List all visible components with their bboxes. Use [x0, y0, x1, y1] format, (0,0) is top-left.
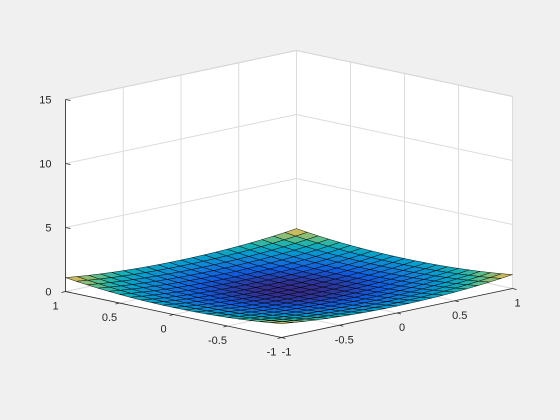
- z-tick: [65, 291, 71, 293]
- y-tick-label: 1: [52, 301, 58, 313]
- y-tick: [169, 314, 174, 316]
- x-tick-label: 0: [399, 322, 405, 334]
- x-tick: [281, 337, 286, 339]
- z-tick-label: 5: [45, 223, 51, 235]
- grid-line-z: [65, 177, 513, 228]
- x-tick: [339, 324, 344, 327]
- x-tick-label: 0.5: [452, 310, 467, 322]
- x-tick: [512, 288, 517, 290]
- x-tick-label: 1: [514, 298, 520, 310]
- y-tick-label: -1: [267, 347, 277, 359]
- z-tick: [65, 163, 71, 165]
- y-tick: [223, 325, 228, 328]
- surface-patch: [270, 321, 294, 324]
- y-tick-label: 0.5: [102, 312, 117, 324]
- axes-lines: [61, 99, 517, 339]
- z-tick-label: 0: [45, 287, 51, 299]
- y-tick: [115, 302, 120, 305]
- x-tick-label: -1: [282, 347, 292, 359]
- y-tick: [277, 337, 282, 339]
- z-tick-label: 15: [39, 95, 51, 107]
- z-tick-label: 10: [39, 159, 51, 171]
- x-tick-label: -0.5: [335, 334, 354, 346]
- y-tick-label: -0.5: [208, 335, 227, 347]
- grid-line-z: [65, 113, 513, 164]
- y-tick-label: 0: [160, 324, 166, 336]
- x-tick: [454, 300, 459, 303]
- surface-plot: [65, 228, 513, 324]
- y-tick: [61, 291, 66, 293]
- z-tick: [65, 99, 71, 101]
- z-tick: [65, 227, 71, 229]
- box-top-edge: [65, 49, 513, 100]
- x-tick: [396, 312, 402, 315]
